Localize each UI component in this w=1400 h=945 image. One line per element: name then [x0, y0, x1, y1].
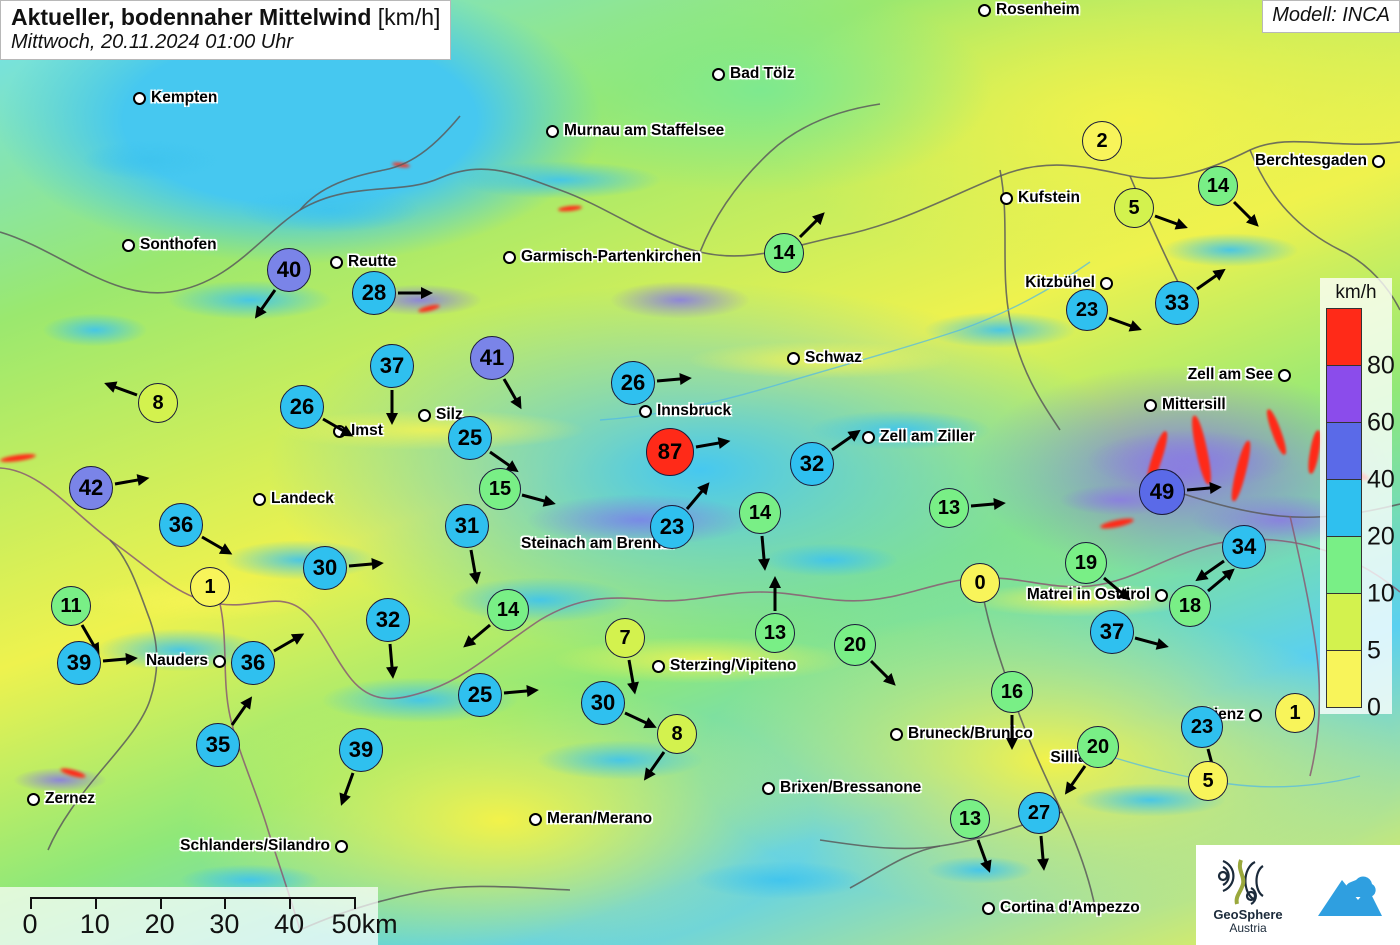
legend-band-20: [1327, 479, 1361, 536]
station-value-bubble[interactable]: 49: [1139, 469, 1185, 515]
station-value-bubble[interactable]: 14: [487, 589, 529, 631]
station-value-bubble[interactable]: 27: [1018, 792, 1060, 834]
station-value-bubble[interactable]: 39: [57, 641, 101, 685]
station-value-bubble[interactable]: 19: [1065, 542, 1107, 584]
station-value-bubble[interactable]: 8: [657, 714, 697, 754]
geosphere-logo: GeoSphere Austria: [1196, 845, 1300, 945]
station-value-bubble[interactable]: 23: [1181, 706, 1223, 748]
legend-tick-80: 80: [1367, 351, 1395, 380]
scale-label-1: 10: [79, 909, 110, 939]
station-value-bubble[interactable]: 23: [650, 505, 694, 549]
station-value-bubble[interactable]: 34: [1222, 525, 1266, 569]
title-unit-text: [km/h]: [377, 4, 441, 30]
station-value-bubble[interactable]: 41: [470, 336, 514, 380]
legend-band-60: [1327, 365, 1361, 422]
scale-labels: 0 10 20 30 40 50km: [0, 909, 397, 943]
legend-tick-40: 40: [1367, 465, 1395, 494]
legend-band-10: [1327, 536, 1361, 593]
station-value-bubble[interactable]: 39: [339, 728, 383, 772]
station-value-bubble[interactable]: 32: [366, 598, 410, 642]
scale-label-2: 20: [144, 909, 175, 939]
station-value-bubble[interactable]: 42: [69, 466, 113, 510]
legend-tick-20: 20: [1367, 522, 1395, 551]
station-value-bubble[interactable]: 11: [51, 586, 91, 626]
station-value-bubble[interactable]: 14: [1198, 166, 1238, 206]
station-value-bubble[interactable]: 25: [458, 673, 502, 717]
scale-tick-1: [94, 897, 97, 909]
station-value-bubble[interactable]: 30: [303, 546, 347, 590]
station-value-bubble[interactable]: 26: [611, 361, 655, 405]
title-box: Aktueller, bodennaher Mittelwind [km/h] …: [0, 0, 452, 61]
geosphere-mark-icon: [1217, 859, 1264, 905]
station-value-bubble[interactable]: 8: [138, 383, 178, 423]
legend: km/h 80 60 40 20 10 5 0: [1320, 278, 1395, 720]
station-value-bubble[interactable]: 1: [190, 567, 230, 607]
station-value-bubble[interactable]: 13: [929, 488, 969, 528]
title-main-text: Aktueller, bodennaher Mittelwind: [11, 4, 372, 30]
legend-band-40: [1327, 422, 1361, 479]
station-value-bubble[interactable]: 1: [1275, 693, 1315, 733]
mountain-cloud-logo: [1300, 845, 1400, 945]
legend-unit-label: km/h: [1335, 282, 1377, 303]
station-value-bubble[interactable]: 33: [1155, 281, 1199, 325]
scale-ruler: [30, 897, 356, 909]
station-value-bubble[interactable]: 37: [1090, 610, 1134, 654]
mountain-cloud-icon: [1318, 876, 1382, 916]
station-value-bubble[interactable]: 13: [755, 613, 795, 653]
station-value-bubble[interactable]: 87: [646, 428, 694, 476]
station-value-bubble[interactable]: 28: [352, 271, 396, 315]
station-value-bubble[interactable]: 25: [448, 416, 492, 460]
legend-color-bar: 80 60 40 20 10 5 0: [1326, 308, 1395, 720]
station-value-bubble[interactable]: 2: [1082, 121, 1122, 161]
scale-tick-4: [289, 897, 292, 909]
legend-tick-0: 0: [1367, 693, 1381, 722]
geosphere-subname: Austria: [1229, 920, 1267, 935]
station-value-bubble[interactable]: 23: [1066, 289, 1108, 331]
station-value-bubble[interactable]: 30: [581, 681, 625, 725]
station-value-bubble[interactable]: 5: [1188, 761, 1228, 801]
legend-band-0: [1327, 650, 1361, 707]
scale-tick-5: [354, 897, 356, 909]
station-value-bubble[interactable]: 40: [267, 248, 311, 292]
scale-label-4: 40: [274, 909, 305, 939]
station-value-bubble[interactable]: 32: [790, 442, 834, 486]
scale-label-5: 50km: [331, 909, 398, 939]
station-value-bubble[interactable]: 26: [280, 385, 324, 429]
station-value-bubble[interactable]: 0: [960, 563, 1000, 603]
station-value-bubble[interactable]: 36: [231, 641, 275, 685]
scale-tick-2: [159, 897, 162, 909]
station-value-bubble[interactable]: 14: [739, 492, 781, 534]
station-value-bubble[interactable]: 15: [479, 468, 521, 510]
timestamp-subtitle: Mittwoch, 20.11.2024 01:00 Uhr: [11, 31, 294, 54]
station-value-bubble[interactable]: 31: [445, 504, 489, 548]
scale-label-0: 0: [22, 909, 38, 939]
station-value-bubble[interactable]: 20: [834, 624, 876, 666]
scale-tick-0: [30, 897, 32, 909]
scale-bar: 0 10 20 30 40 50km: [0, 887, 398, 945]
station-value-bubble[interactable]: 14: [764, 233, 804, 273]
legend-tick-5: 5: [1367, 636, 1381, 665]
station-value-bubble[interactable]: 35: [196, 723, 240, 767]
legend-tick-60: 60: [1367, 408, 1395, 437]
legend-band-5: [1327, 593, 1361, 650]
logo-group: GeoSphere Austria: [1196, 845, 1400, 945]
station-value-bubble[interactable]: 36: [159, 503, 203, 547]
legend-band-80: [1327, 309, 1361, 365]
model-label: Modell: INCA: [1262, 0, 1400, 33]
scale-tick-3: [224, 897, 227, 909]
scale-label-3: 30: [209, 909, 240, 939]
station-value-bubble[interactable]: 16: [991, 671, 1033, 713]
station-value-bubble[interactable]: 5: [1114, 188, 1154, 228]
station-value-bubble[interactable]: 18: [1169, 585, 1211, 627]
station-value-bubble[interactable]: 7: [605, 618, 645, 658]
geosphere-name: GeoSphere: [1213, 906, 1283, 922]
station-value-bubble[interactable]: 13: [950, 799, 990, 839]
page-title: Aktueller, bodennaher Mittelwind [km/h]: [11, 4, 440, 30]
station-value-bubble[interactable]: 20: [1077, 726, 1119, 768]
station-value-bubble[interactable]: 37: [370, 344, 414, 388]
legend-tick-10: 10: [1367, 579, 1395, 608]
